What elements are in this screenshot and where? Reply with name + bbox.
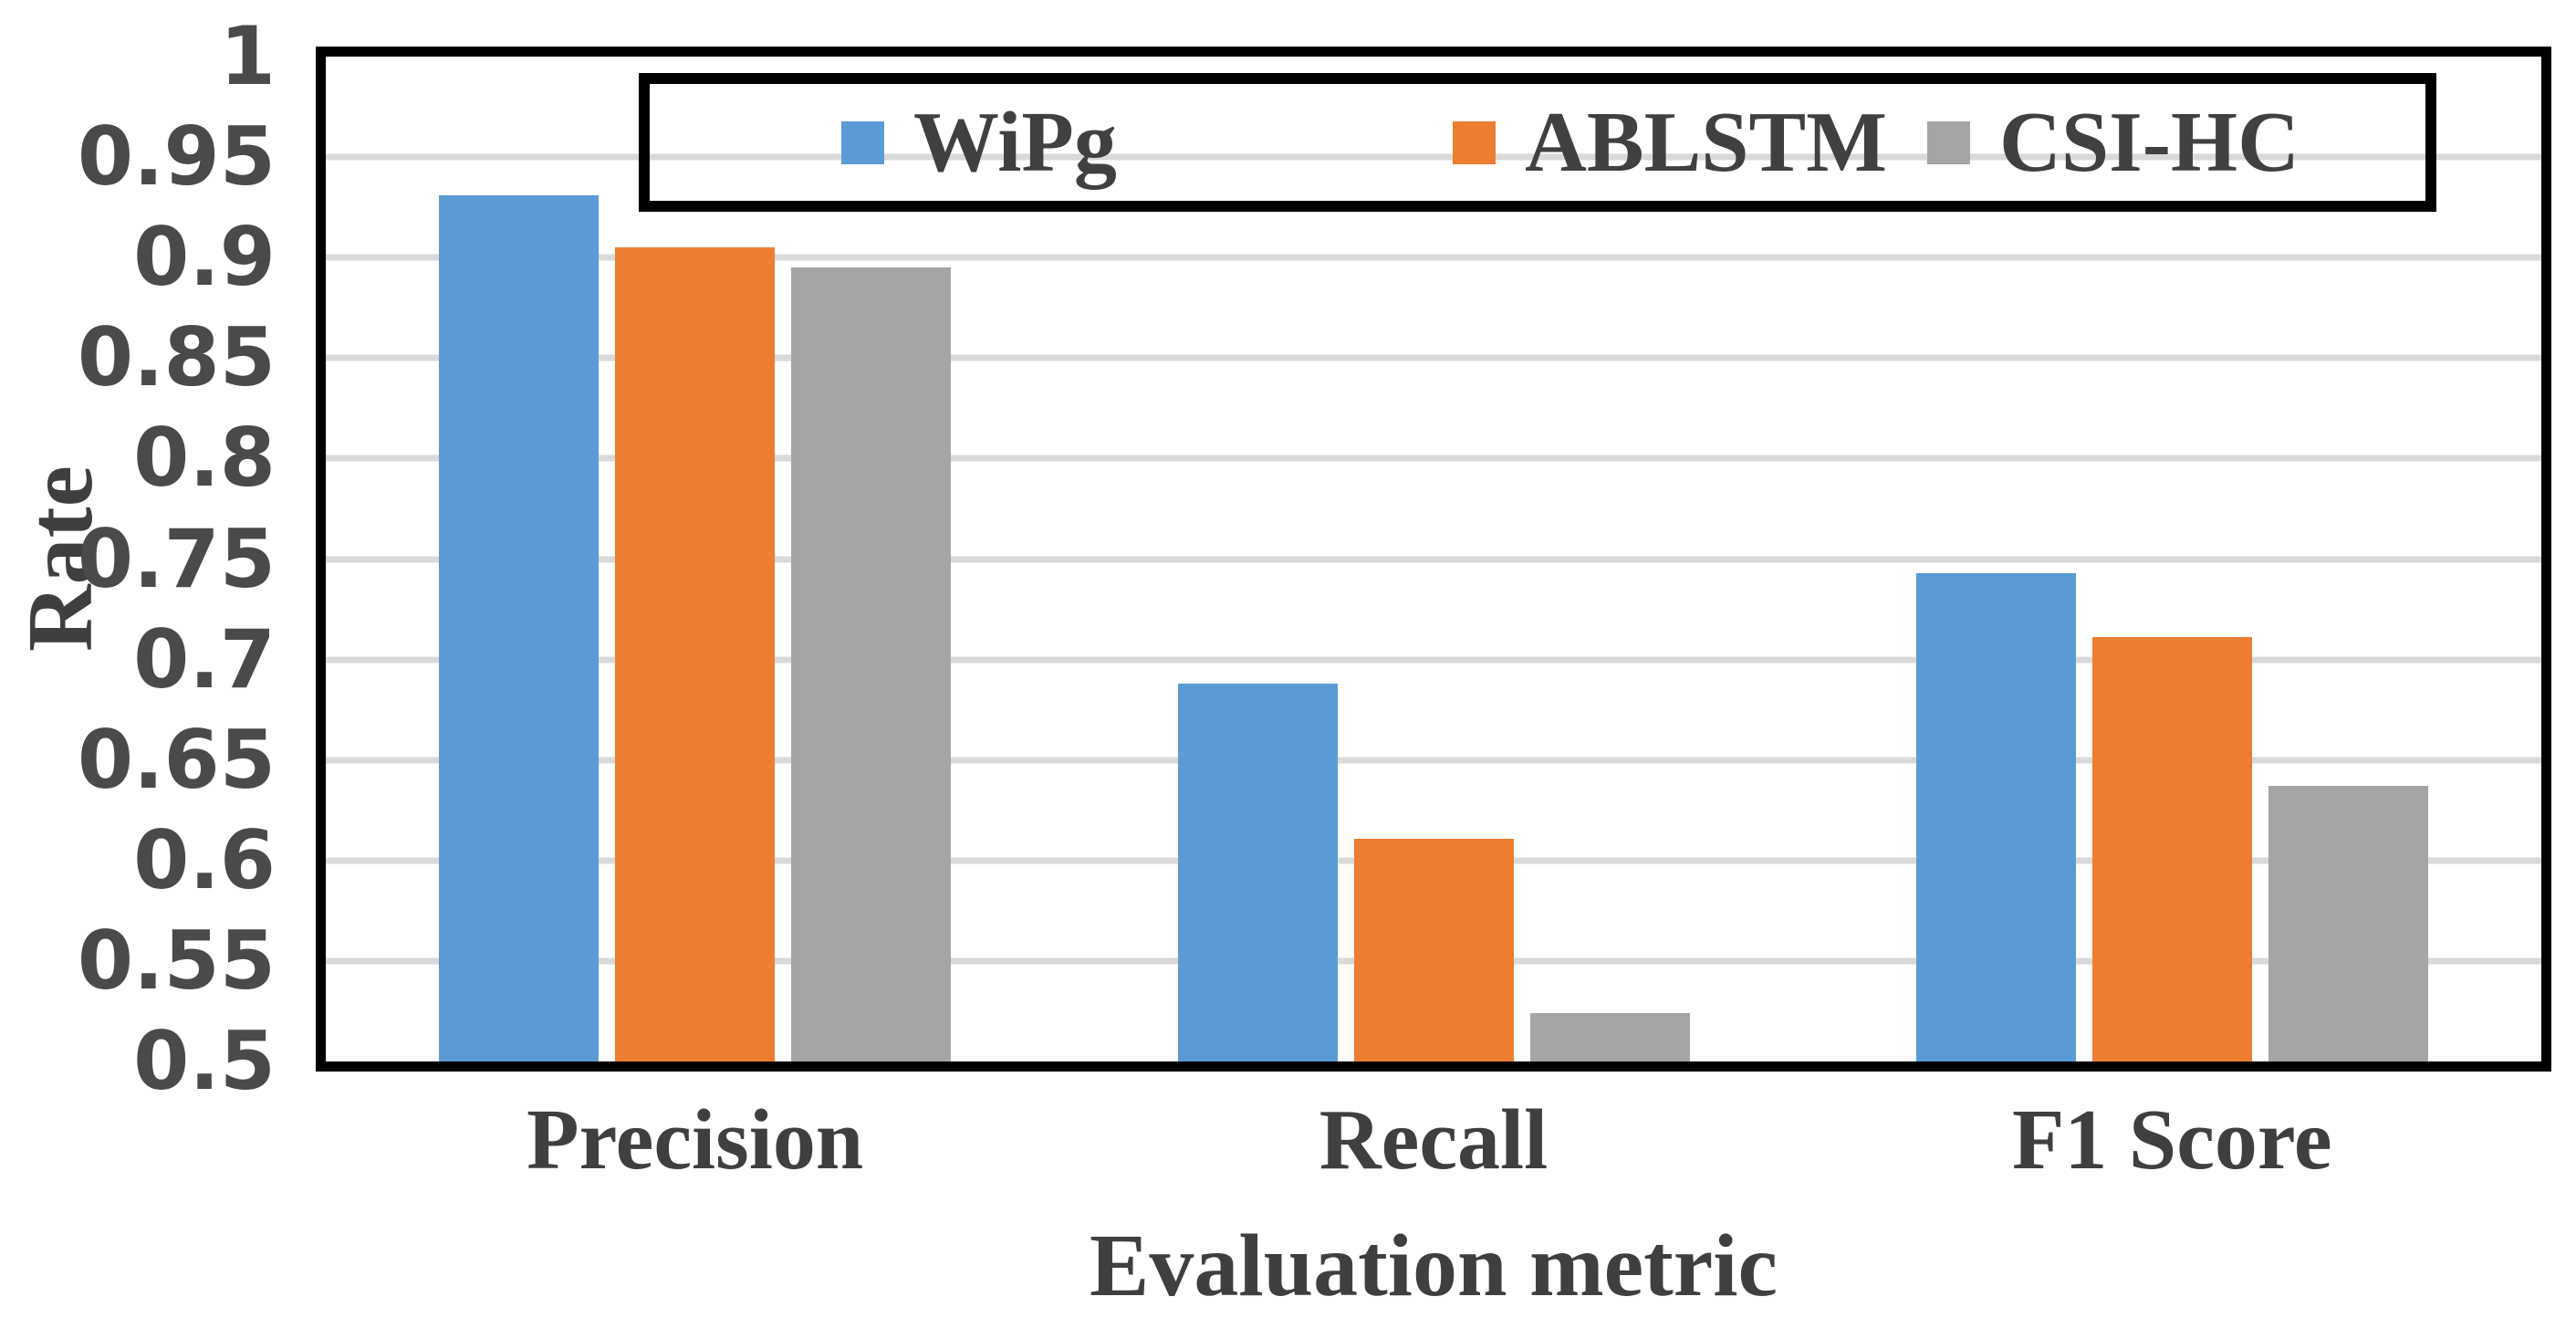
y-tick-label-0.85: 0.85 [77, 310, 276, 405]
bar-recall-wipg [1177, 684, 1338, 1061]
gridline-0.85 [326, 354, 2541, 361]
legend-swatch-icon [841, 120, 884, 164]
gridline-0.95 [326, 153, 2541, 161]
gridline-0.8 [326, 455, 2541, 462]
bar-precision-wipg [439, 194, 600, 1061]
y-tick-label-0.5: 0.5 [133, 1014, 276, 1108]
y-tick-label-0.65: 0.65 [77, 712, 276, 807]
gridline-0.75 [326, 556, 2541, 562]
y-tick-label-1: 1 [219, 9, 276, 103]
bar-f1-score-ablstm [2091, 637, 2252, 1061]
legend-swatch-icon [1453, 120, 1496, 164]
legend-label: ABLSTM [1525, 95, 1887, 190]
gridline-0.65 [326, 757, 2541, 764]
gridline-0.7 [326, 656, 2541, 664]
bar-precision-ablstm [615, 247, 776, 1061]
x-category-label-precision: Precision [527, 1093, 864, 1187]
bar-recall-ablstm [1353, 838, 1514, 1061]
x-category-label-recall: Recall [1319, 1093, 1549, 1187]
gridline-0.9 [326, 254, 2541, 261]
x-axis-title: Evaluation metric [1090, 1217, 1778, 1315]
y-tick-label-0.55: 0.55 [77, 913, 276, 1008]
x-category-label-f1-score: F1 Score [2011, 1093, 2332, 1187]
legend-item-csi-hc: CSI-HC [1927, 84, 2300, 201]
y-axis-tick-labels: 1 0.95 0.9 0.85 0.8 0.75 0.7 0.65 0.6 0.55 0.5 [0, 16, 276, 1102]
bar-recall-csi-hc [1529, 1013, 1690, 1061]
bar-f1-score-csi-hc [2268, 786, 2428, 1061]
legend-label: CSI-HC [1999, 95, 2300, 190]
legend-swatch-icon [1927, 120, 1970, 164]
bar-precision-csi-hc [791, 267, 952, 1061]
legend-item-wipg: WiPg [841, 84, 1117, 201]
legend-label: WiPg [913, 95, 1117, 190]
y-tick-label-0.7: 0.7 [133, 612, 276, 706]
y-tick-label-0.8: 0.8 [133, 411, 276, 506]
plot-area [316, 47, 2551, 1072]
y-tick-label-0.6: 0.6 [133, 812, 276, 907]
bar-f1-score-wipg [1915, 572, 2076, 1061]
legend-box: WiPg ABLSTM CSI-HC [639, 73, 2436, 212]
y-tick-label-0.75: 0.75 [77, 511, 276, 606]
legend-item-ablstm: ABLSTM [1453, 84, 1887, 201]
y-tick-label-0.95: 0.95 [77, 110, 276, 204]
y-tick-label-0.9: 0.9 [133, 210, 276, 305]
